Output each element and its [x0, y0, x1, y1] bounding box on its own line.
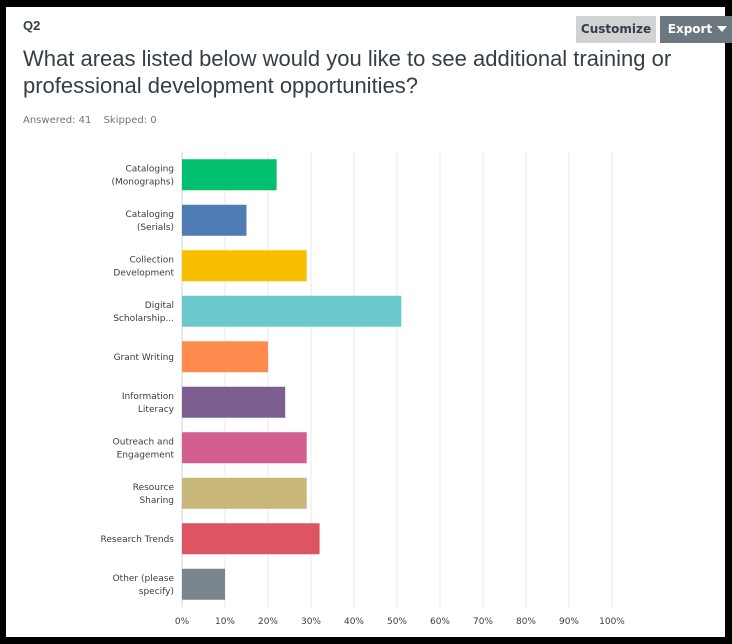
export-button[interactable]: Export: [660, 16, 732, 43]
x-tick-label: 0%: [175, 617, 190, 627]
x-tick-label: 80%: [516, 617, 536, 627]
x-tick-label: 40%: [344, 617, 364, 627]
customize-button[interactable]: Customize: [576, 16, 656, 43]
x-tick-label: 70%: [473, 617, 493, 627]
x-tick-label: 60%: [430, 617, 450, 627]
bar-chart: 0% 10% 20% 30% 40% 50% 60% 70% 80% 90% 100% Catalog…: [101, 152, 625, 627]
x-tick-label: 50%: [387, 617, 407, 627]
bar: [182, 432, 307, 464]
caret-down-icon: [717, 25, 728, 32]
category-label: Other (please specify): [113, 574, 175, 597]
bar: [182, 341, 268, 373]
x-tick-label: 30%: [301, 617, 321, 627]
x-tick-label: 90%: [559, 617, 579, 627]
bar: [182, 295, 402, 327]
response-stats: Answered: 41 Skipped: 0: [23, 115, 166, 126]
skipped-count: Skipped: 0: [103, 115, 157, 126]
bar: [182, 477, 307, 509]
answered-count: Answered: 41: [23, 115, 92, 126]
export-button-label: Export: [667, 22, 713, 36]
category-label: Digital Scholarship...: [113, 301, 174, 324]
bar: [182, 568, 225, 600]
bar: [182, 250, 307, 282]
category-label: Resource Sharing: [133, 483, 175, 506]
bar: [182, 159, 277, 191]
category-label: Collection Development: [113, 255, 174, 278]
customize-button-label: Customize: [580, 22, 652, 36]
category-label: Cataloging (Serials): [126, 210, 174, 233]
bar: [182, 523, 320, 555]
question-number: Q2: [23, 18, 41, 33]
category-label: Research Trends: [101, 535, 175, 545]
survey-question-panel: Q2 Customize Export What areas listed be…: [6, 7, 732, 637]
x-tick-label: 20%: [258, 617, 278, 627]
question-title: What areas listed below would you like t…: [23, 46, 672, 98]
category-label: Grant Writing: [114, 353, 174, 363]
category-label: Information Literacy: [122, 392, 175, 415]
x-tick-label: 100%: [599, 617, 625, 627]
x-tick-label: 10%: [215, 617, 235, 627]
bar: [182, 204, 247, 236]
bar: [182, 386, 286, 418]
category-label: Cataloging (Monographs): [111, 164, 174, 187]
category-label: Outreach and Engagement: [113, 437, 175, 460]
